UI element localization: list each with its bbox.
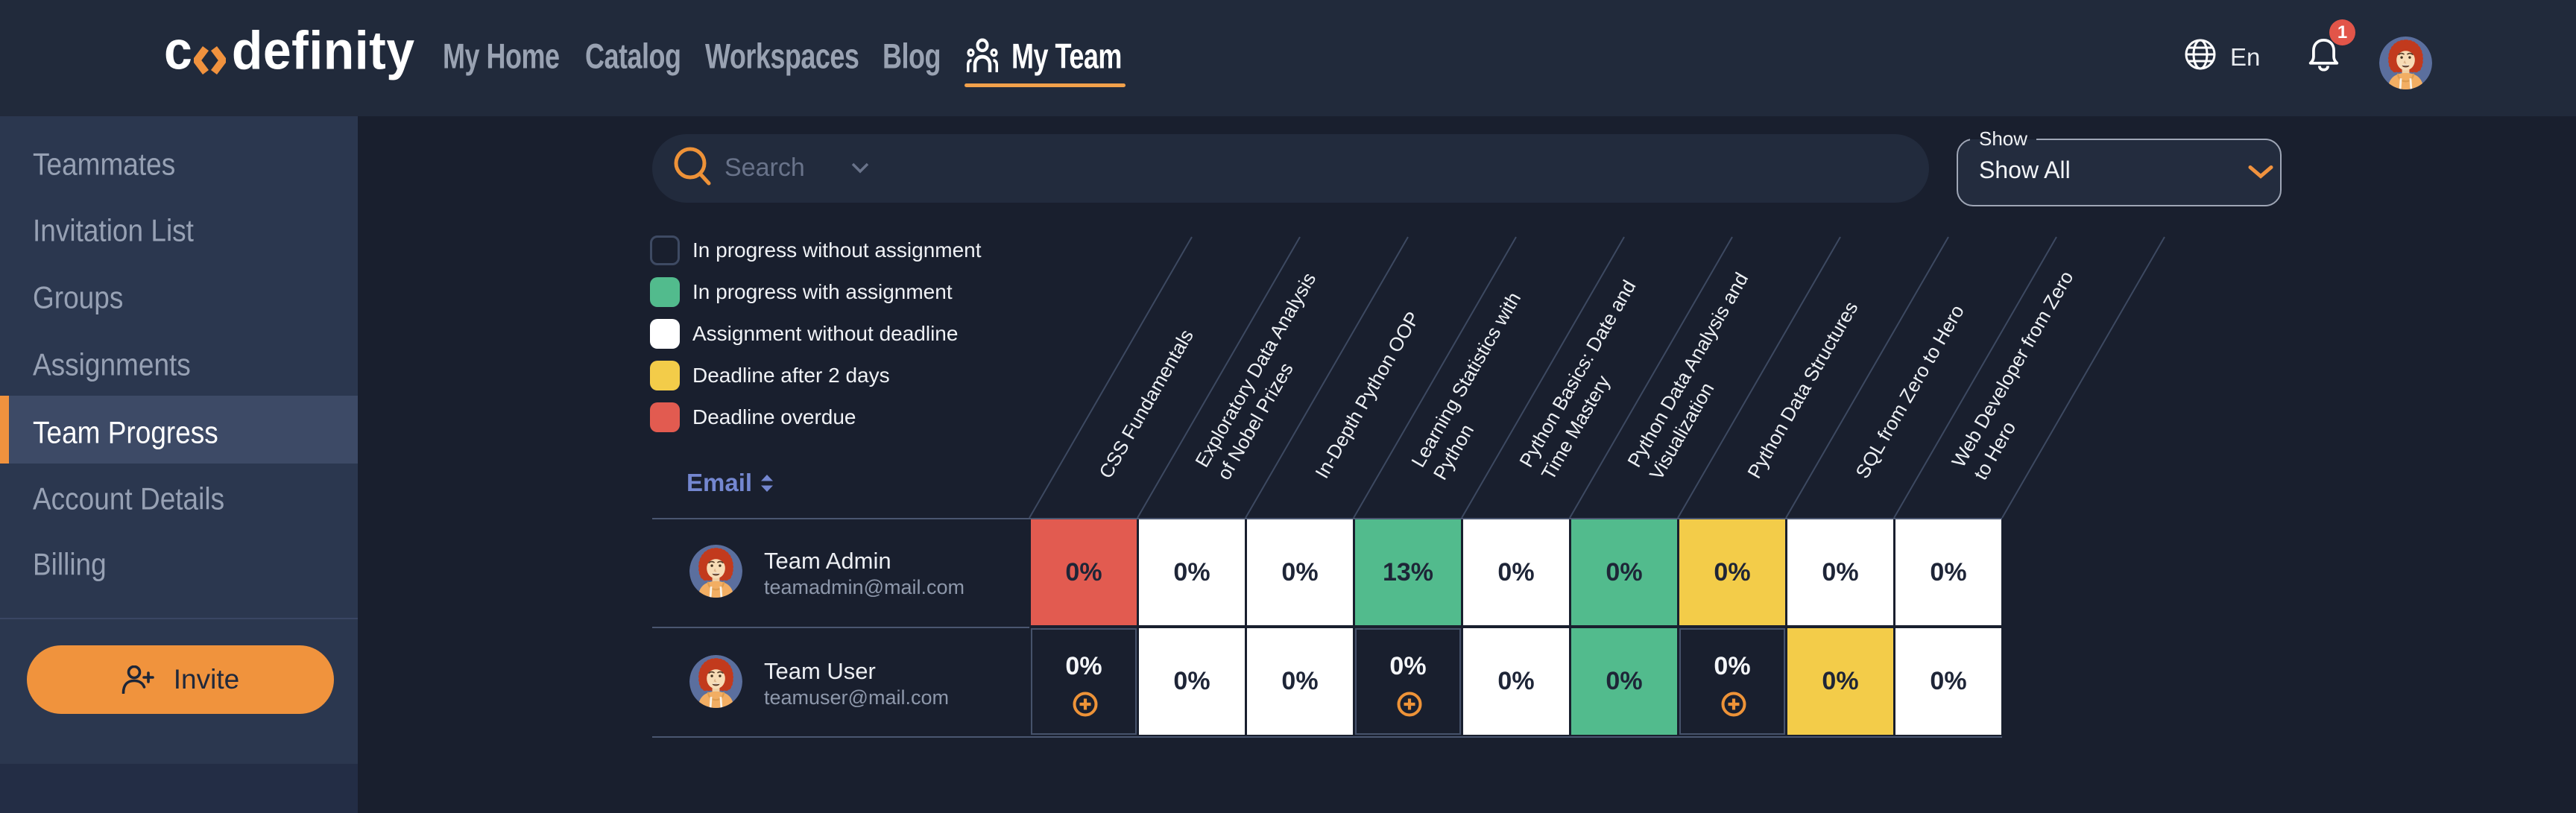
svg-text:Python Data Structures: Python Data Structures — [1743, 297, 1862, 482]
svg-text:CSS Fundamentals: CSS Fundamentals — [1094, 326, 1198, 482]
svg-text:Exploratory Data Analysisof No: Exploratory Data Analysisof Nobel Prizes — [1190, 268, 1342, 484]
svg-text:Python Data Analysis andVisual: Python Data Analysis andVisualization — [1623, 268, 1775, 484]
svg-text:Web Developer from Zeroto Hero: Web Developer from Zeroto Hero — [1947, 267, 2100, 484]
svg-text:In-Depth Python OOP: In-Depth Python OOP — [1310, 308, 1424, 482]
